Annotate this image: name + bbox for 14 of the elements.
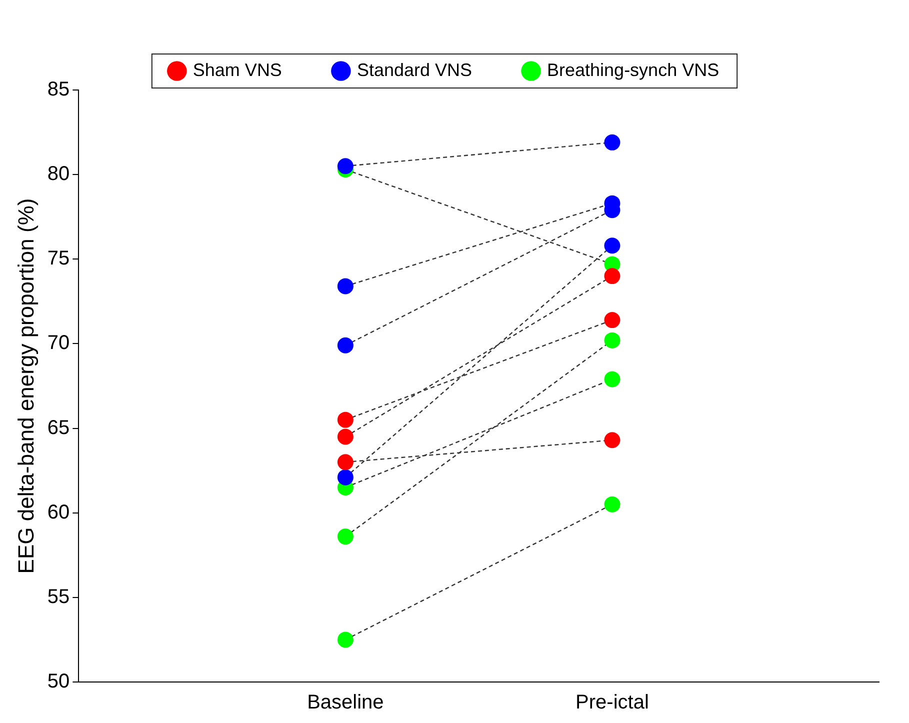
x-tick-label: Baseline bbox=[307, 692, 384, 714]
y-tick-label: 70 bbox=[47, 332, 70, 354]
legend-label: Sham VNS bbox=[192, 60, 282, 80]
y-tick-label: 75 bbox=[47, 248, 70, 270]
legend-label: Breathing-synch VNS bbox=[547, 60, 720, 80]
y-tick-label: 65 bbox=[47, 416, 70, 439]
y-tick-label: 80 bbox=[47, 163, 70, 186]
y-axis-title: EEG delta-band energy proportion (%) bbox=[13, 198, 38, 574]
y-tick-label: 60 bbox=[47, 501, 70, 524]
y-tick-label: 55 bbox=[47, 586, 70, 608]
legend-label: Standard VNS bbox=[356, 60, 472, 80]
x-tick-label: Pre-ictal bbox=[576, 692, 649, 714]
y-tick-label: 85 bbox=[47, 78, 70, 101]
y-tick-label: 50 bbox=[47, 670, 70, 693]
